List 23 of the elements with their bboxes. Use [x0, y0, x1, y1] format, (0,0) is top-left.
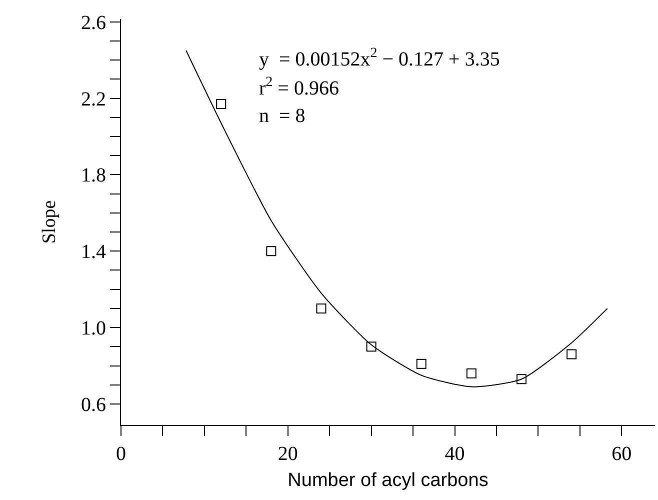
y-tick-label: 1.0: [81, 318, 106, 340]
point: [566, 349, 577, 360]
y-tick-label: 2.2: [81, 88, 106, 110]
x-axis-title: Number of acyl carbons: [288, 470, 488, 491]
y-axis-title: Slope: [38, 200, 60, 244]
annotation: r$^{2}$ = 0.966: [259, 75, 339, 100]
x-tick-label: 0: [116, 443, 126, 465]
y-tick-label: 1.8: [81, 164, 106, 187]
x-tick-label: 40: [444, 443, 465, 465]
point: [266, 246, 276, 256]
y-tick-label: 2.6: [81, 12, 106, 34]
point: [216, 99, 226, 110]
point: [366, 342, 376, 352]
point: [516, 374, 526, 384]
annotation: y = 0.00152x$^{2}$ − 0.127 + 3.35: [259, 46, 500, 70]
point: [316, 303, 326, 314]
y-tick-label: 1.4: [81, 241, 106, 264]
point: [416, 358, 426, 369]
x-tick-label: 60: [612, 443, 632, 465]
y-tick-label: 0.6: [81, 394, 106, 416]
x-tick-label: 20: [278, 443, 298, 465]
annotation: n = 8: [259, 105, 306, 127]
point: [466, 368, 476, 378]
